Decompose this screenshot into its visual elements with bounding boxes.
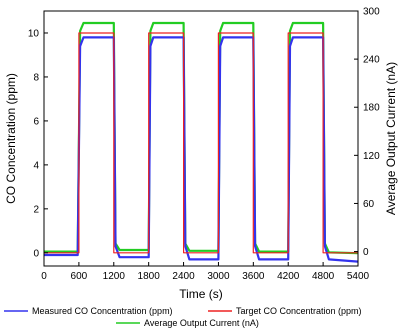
y2-tick-label-4: 240 bbox=[363, 55, 380, 66]
y2-tick-label-1: 60 bbox=[363, 199, 375, 210]
y2-axis-title: Average Output Current (nA) bbox=[384, 62, 398, 215]
x-tick-label-7: 4200 bbox=[277, 271, 300, 282]
series-line-1 bbox=[44, 32, 358, 254]
y-tick-label-5: 10 bbox=[28, 28, 40, 39]
y-axis-title: CO Concentration (ppm) bbox=[4, 73, 18, 204]
y2-tick-label-3: 180 bbox=[363, 103, 380, 114]
x-tick-label-9: 5400 bbox=[347, 271, 370, 282]
plot-frame bbox=[43, 10, 359, 267]
x-tick-label-0: 0 bbox=[41, 271, 47, 282]
series-line-0 bbox=[44, 36, 359, 263]
series-line-2 bbox=[44, 21, 359, 255]
x-tick-label-6: 3600 bbox=[242, 271, 265, 282]
y-tick-label-2: 4 bbox=[33, 160, 39, 171]
y-tick-label-0: 0 bbox=[33, 248, 39, 259]
series-layer bbox=[44, 21, 359, 263]
axis-layer: 0 600 1200 1800 2400 3000 3600 4200 4800 54000246… bbox=[28, 7, 380, 283]
legend-label-2: Average Output Current (nA) bbox=[144, 318, 259, 328]
x-tick-label-5: 3000 bbox=[207, 271, 230, 282]
legend-label-1: Target CO Concentration (ppm) bbox=[236, 306, 362, 316]
legend-label-0: Measured CO Concentration (ppm) bbox=[32, 306, 173, 316]
legend: Measured CO Concentration (ppm) Target CO… bbox=[4, 306, 362, 328]
x-axis-title: Time (s) bbox=[179, 287, 223, 301]
y-tick-label-3: 6 bbox=[33, 116, 39, 127]
x-tick-label-8: 4800 bbox=[312, 271, 335, 282]
y2-tick-label-0: 0 bbox=[363, 247, 369, 258]
y-tick-label-1: 2 bbox=[33, 204, 39, 215]
y2-tick-label-5: 300 bbox=[363, 7, 380, 18]
y-tick-label-4: 8 bbox=[33, 72, 39, 83]
x-tick-label-2: 1200 bbox=[103, 271, 126, 282]
y2-tick-label-2: 120 bbox=[363, 151, 380, 162]
x-tick-label-3: 1800 bbox=[138, 271, 161, 282]
x-tick-label-4: 2400 bbox=[172, 271, 195, 282]
x-tick-label-1: 600 bbox=[71, 271, 88, 282]
